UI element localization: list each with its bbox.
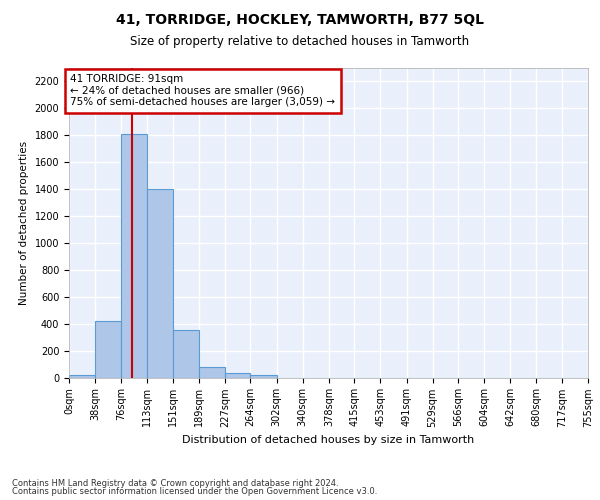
Bar <box>199 366 225 378</box>
Bar <box>250 376 277 378</box>
Y-axis label: Number of detached properties: Number of detached properties <box>19 140 29 304</box>
Bar <box>225 374 250 378</box>
Bar <box>146 189 173 378</box>
Text: 41 TORRIDGE: 91sqm
← 24% of detached houses are smaller (966)
75% of semi-detach: 41 TORRIDGE: 91sqm ← 24% of detached hou… <box>70 74 335 108</box>
Text: Contains HM Land Registry data © Crown copyright and database right 2024.: Contains HM Land Registry data © Crown c… <box>12 478 338 488</box>
Text: Size of property relative to detached houses in Tamworth: Size of property relative to detached ho… <box>130 35 470 48</box>
Bar <box>69 376 95 378</box>
X-axis label: Distribution of detached houses by size in Tamworth: Distribution of detached houses by size … <box>182 435 475 445</box>
Text: 41, TORRIDGE, HOCKLEY, TAMWORTH, B77 5QL: 41, TORRIDGE, HOCKLEY, TAMWORTH, B77 5QL <box>116 12 484 26</box>
Bar <box>95 321 121 378</box>
Text: Contains public sector information licensed under the Open Government Licence v3: Contains public sector information licen… <box>12 487 377 496</box>
Bar <box>173 330 199 378</box>
Bar <box>121 134 146 378</box>
